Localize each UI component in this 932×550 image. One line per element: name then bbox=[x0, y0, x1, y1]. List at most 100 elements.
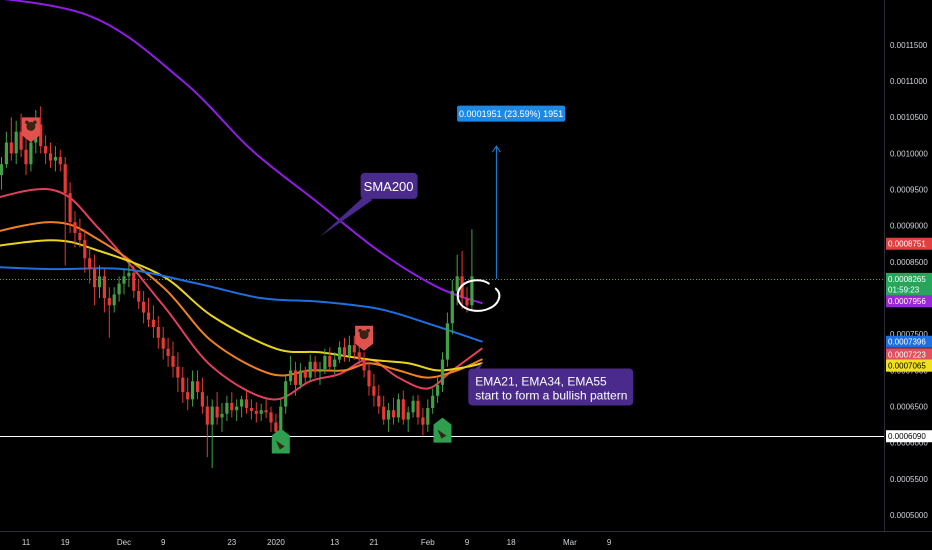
candle-body bbox=[4, 142, 8, 165]
candle bbox=[426, 399, 430, 432]
candle bbox=[97, 265, 102, 299]
candle-body bbox=[298, 370, 302, 385]
date-tick-label: 19 bbox=[61, 538, 70, 547]
label-0008265-text: 0.0008265 bbox=[888, 275, 926, 284]
ma-line-sma200 bbox=[3, 0, 483, 305]
candle-body bbox=[122, 276, 126, 284]
price-tick-label: 0.0005500 bbox=[890, 475, 928, 484]
candle bbox=[235, 399, 239, 422]
date-tick-label: Feb bbox=[421, 538, 435, 547]
candle bbox=[19, 113, 23, 157]
candle-body bbox=[377, 395, 381, 407]
candle bbox=[289, 355, 293, 385]
candle bbox=[215, 392, 219, 425]
candle-body bbox=[93, 269, 97, 288]
label-countdown-bg bbox=[886, 283, 932, 296]
candle-body bbox=[205, 406, 209, 425]
candle bbox=[137, 279, 141, 309]
candle bbox=[391, 397, 396, 425]
bear-ear-left bbox=[358, 328, 362, 333]
ema-callout-box bbox=[468, 368, 634, 406]
candle-body bbox=[264, 410, 268, 413]
candle-body bbox=[19, 131, 23, 150]
candle-body bbox=[387, 410, 391, 420]
label-0006090: 0.0006090 bbox=[886, 430, 932, 443]
candle bbox=[421, 408, 425, 436]
candle bbox=[293, 361, 298, 396]
label-0007396: 0.0007396 bbox=[886, 335, 932, 348]
ema-callout-line-2: start to form a bullish pattern bbox=[475, 388, 627, 402]
candle bbox=[460, 251, 464, 309]
candle-body bbox=[362, 359, 366, 371]
candle-body bbox=[284, 381, 288, 407]
label-0007223: 0.0007223 bbox=[886, 348, 932, 361]
label-0007223-bg bbox=[886, 348, 932, 361]
candle bbox=[328, 347, 332, 371]
label-0008751-bg bbox=[886, 237, 932, 250]
candle-body bbox=[274, 422, 278, 432]
candle-body bbox=[142, 301, 146, 313]
label-countdown: 01:59:23 bbox=[886, 283, 932, 296]
candle bbox=[132, 265, 136, 299]
candle bbox=[264, 399, 268, 419]
candle bbox=[205, 395, 209, 458]
candle-body bbox=[455, 276, 459, 291]
candle bbox=[298, 363, 302, 389]
candle bbox=[338, 341, 342, 364]
candle bbox=[146, 298, 151, 327]
candle bbox=[244, 390, 249, 414]
candle bbox=[259, 403, 263, 422]
candle-body bbox=[0, 164, 4, 176]
bull-marker bbox=[271, 428, 290, 454]
ma-line-ema21 bbox=[0, 188, 483, 401]
candle-body bbox=[166, 348, 170, 356]
label-0007223-text: 0.0007223 bbox=[888, 350, 926, 359]
candle bbox=[181, 366, 185, 403]
price-tick-label: 0.0011000 bbox=[890, 77, 928, 86]
candle bbox=[240, 395, 244, 418]
candle-body bbox=[191, 381, 195, 400]
candle-body bbox=[44, 146, 48, 154]
ma-line-sma100 bbox=[0, 266, 483, 343]
candle-body bbox=[333, 359, 337, 367]
label-0007065: 0.0007065 bbox=[886, 359, 932, 372]
candle-body bbox=[406, 412, 410, 420]
candle bbox=[44, 135, 48, 165]
ma-line-ema34 bbox=[0, 221, 483, 379]
bull-icon bbox=[275, 440, 285, 450]
price-tick-label: 0.0009500 bbox=[890, 186, 928, 195]
price-labels: 0.0008751 0.0008265 01:59:23 0.0007956 0.000… bbox=[886, 237, 932, 443]
candle-body bbox=[137, 290, 141, 302]
candle-body bbox=[396, 399, 400, 418]
candle-body bbox=[416, 400, 420, 418]
candle-body bbox=[181, 377, 185, 393]
candle-body bbox=[200, 392, 204, 407]
candle-body bbox=[421, 417, 425, 425]
bear-marker bbox=[355, 325, 374, 351]
signal-markers bbox=[21, 117, 452, 454]
candle-body bbox=[146, 312, 151, 320]
candle bbox=[102, 269, 106, 313]
date-tick-label: 21 bbox=[369, 538, 378, 547]
price-tick-label: 0.0008500 bbox=[890, 258, 928, 267]
candle-body bbox=[9, 142, 13, 154]
label-0007396-bg bbox=[886, 335, 932, 348]
candle-body bbox=[431, 395, 435, 409]
candle bbox=[230, 392, 234, 418]
candle-body bbox=[313, 361, 317, 372]
candle bbox=[63, 156, 67, 266]
candle-body bbox=[357, 352, 361, 360]
bull-marker-badge bbox=[271, 428, 290, 454]
bear-icon bbox=[359, 330, 369, 340]
candle bbox=[93, 254, 97, 306]
candle bbox=[73, 211, 77, 248]
candle-body bbox=[14, 131, 18, 154]
label-0007065-bg bbox=[886, 359, 932, 372]
candle bbox=[342, 337, 347, 362]
candle-body bbox=[470, 276, 474, 306]
candle-body bbox=[58, 156, 62, 165]
price-tick-label: 0.0011500 bbox=[890, 41, 928, 50]
candle bbox=[333, 352, 337, 375]
candle bbox=[377, 384, 381, 414]
